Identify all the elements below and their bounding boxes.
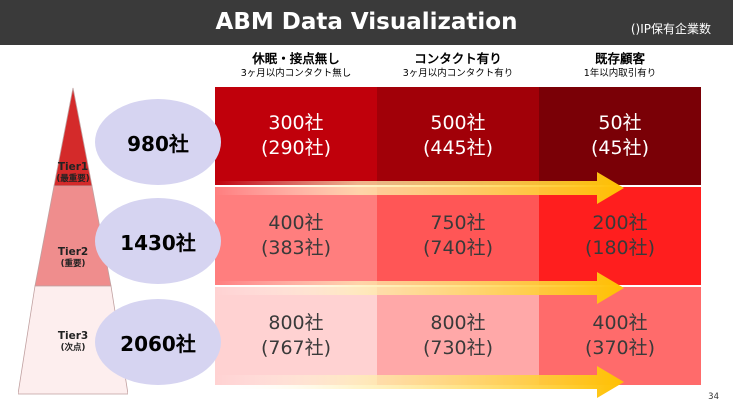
column-header-existing: 既存顧客 1年以内取引有り [539, 50, 701, 80]
pyramid-tier3 [18, 285, 128, 395]
cell-ip-count: (45社) [590, 137, 649, 159]
tier3-total-oval: 2060社 [95, 299, 221, 385]
cell-count: 400社 [592, 312, 648, 334]
cell-ip-count: (180社) [584, 237, 656, 259]
column-title: コンタクト有り [414, 51, 502, 66]
cell-tier3-contacted: 800社 (730社) [377, 287, 539, 385]
tier1-total-oval: 980社 [95, 99, 221, 185]
tier-name: Tier2 [57, 246, 89, 258]
cell-ip-count: (445社) [422, 137, 494, 159]
column-subtitle: 3ヶ月以内コンタクト有り [402, 68, 514, 79]
cell-count: 800社 [268, 312, 324, 334]
cell-count: 400社 [268, 212, 324, 234]
progress-arrow-icon [215, 272, 624, 304]
cell-ip-count: (383社) [260, 237, 332, 259]
cell-tier3-dormant: 800社 (767社) [215, 287, 377, 385]
cell-ip-count: (370社) [584, 337, 656, 359]
column-subtitle: 3ヶ月以内コンタクト無し [240, 68, 352, 79]
tier1-label: Tier1 (最重要) [33, 161, 113, 185]
cell-count: 50社 [598, 112, 642, 134]
column-title: 休眠・接点無し [252, 51, 340, 66]
cell-tier1-contacted: 500社 (445社) [377, 87, 539, 185]
page-title: ABM Data Visualization [215, 9, 518, 35]
tier2-total-oval: 1430社 [95, 198, 221, 284]
cell-tier2-dormant: 400社 (383社) [215, 187, 377, 285]
tier3-label: Tier3 (次点) [33, 330, 113, 354]
column-header-contacted: コンタクト有り 3ヶ月以内コンタクト有り [377, 50, 539, 80]
cell-ip-count: (767社) [260, 337, 332, 359]
tier-name: Tier3 [57, 330, 89, 342]
cell-count: 300社 [268, 112, 324, 134]
column-header-dormant: 休眠・接点無し 3ヶ月以内コンタクト無し [215, 50, 377, 80]
cell-count: 750社 [430, 212, 486, 234]
tier-pyramid [18, 87, 128, 395]
tier2-label: Tier2 (重要) [33, 246, 113, 270]
progress-arrow-icon [215, 366, 624, 398]
tier-name: Tier1 [57, 161, 89, 173]
cell-tier2-contacted: 750社 (740社) [377, 187, 539, 285]
tier-priority: (次点) [60, 343, 86, 353]
cell-count: 200社 [592, 212, 648, 234]
cell-ip-count: (730社) [422, 337, 494, 359]
cell-tier2-existing: 200社 (180社) [539, 187, 701, 285]
progress-arrow-icon [215, 172, 624, 204]
header-bar [0, 0, 733, 45]
ip-note: ()IP保有企業数 [630, 22, 711, 36]
cell-count: 800社 [430, 312, 486, 334]
cell-ip-count: (290社) [260, 137, 332, 159]
cell-count: 500社 [430, 112, 486, 134]
cell-tier1-existing: 50社 (45社) [539, 87, 701, 185]
tier-priority: (最重要) [56, 174, 90, 184]
column-subtitle: 1年以内取引有り [583, 68, 657, 79]
tier-priority: (重要) [60, 259, 86, 269]
page-number: 34 [708, 392, 719, 402]
column-title: 既存顧客 [594, 51, 645, 66]
cell-tier1-dormant: 300社 (290社) [215, 87, 377, 185]
cell-tier3-existing: 400社 (370社) [539, 287, 701, 385]
cell-ip-count: (740社) [422, 237, 494, 259]
